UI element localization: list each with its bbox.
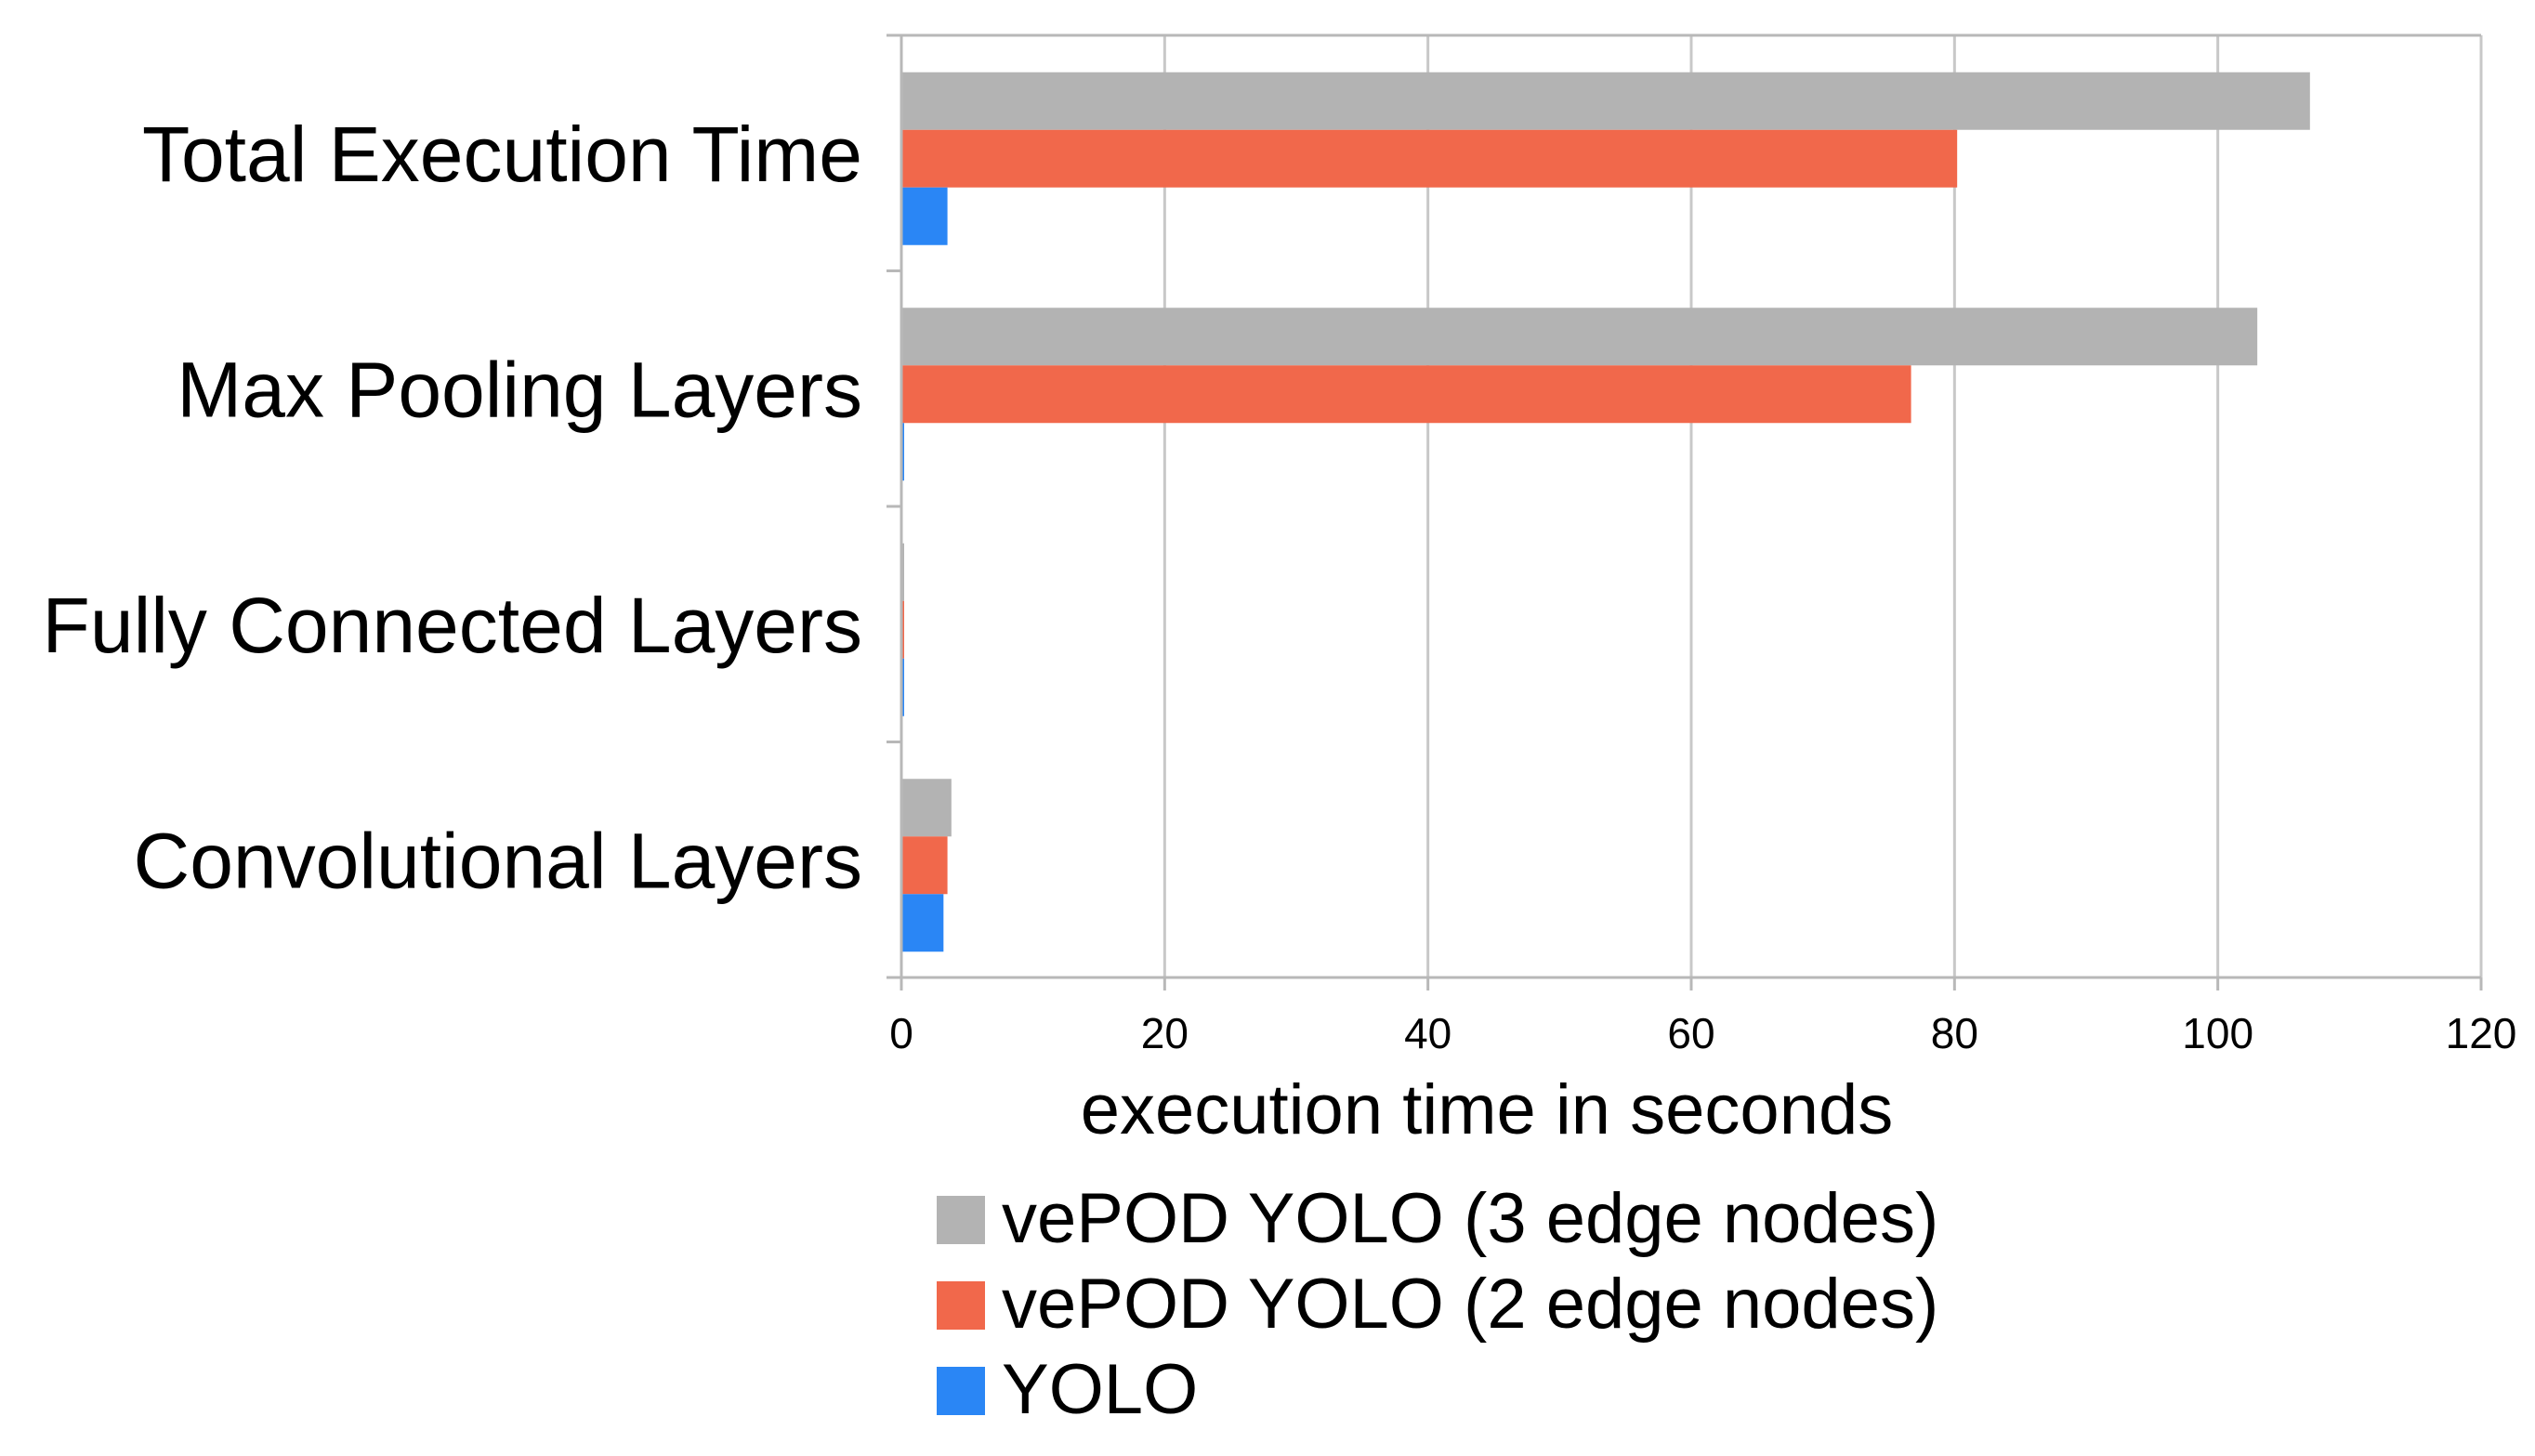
x-tick-label: 0: [889, 1009, 913, 1057]
bar: [901, 187, 948, 245]
category-label: Convolutional Layers: [134, 817, 862, 904]
x-axis-title: execution time in seconds: [1081, 1070, 1893, 1149]
bar: [901, 894, 944, 952]
category-label: Max Pooling Layers: [177, 346, 862, 433]
legend-label: YOLO: [1002, 1350, 1198, 1429]
bars: [901, 72, 2310, 952]
legend-swatch: [937, 1367, 985, 1415]
legend-label: vePOD YOLO (2 edge nodes): [1002, 1265, 1938, 1344]
x-tick-label: 20: [1141, 1009, 1189, 1057]
x-tick-labels: 0 20 40 60 80 100 120: [889, 1009, 2516, 1057]
bar: [901, 308, 2258, 366]
x-tick-label: 100: [2182, 1009, 2253, 1057]
legend-label: vePOD YOLO (3 edge nodes): [1002, 1179, 1938, 1258]
x-tick-label: 80: [1931, 1009, 1978, 1057]
category-label: Fully Connected Layers: [43, 582, 862, 669]
x-tick-label: 120: [2446, 1009, 2517, 1057]
bar: [901, 72, 2310, 130]
x-tick-label: 40: [1404, 1009, 1451, 1057]
x-tick-label: 60: [1667, 1009, 1714, 1057]
category-label: Total Execution Time: [142, 111, 862, 198]
legend: vePOD YOLO (3 edge nodes)vePOD YOLO (2 e…: [937, 1179, 1938, 1429]
category-labels: Total Execution Time Max Pooling Layers Fu…: [43, 111, 862, 905]
grid-lines: [1162, 35, 2483, 977]
bar: [901, 365, 1911, 424]
axes: [887, 33, 2483, 990]
legend-swatch: [937, 1281, 985, 1330]
bar: [901, 779, 952, 837]
bar: [901, 836, 948, 895]
legend-swatch: [937, 1196, 985, 1244]
bar: [901, 129, 1958, 188]
